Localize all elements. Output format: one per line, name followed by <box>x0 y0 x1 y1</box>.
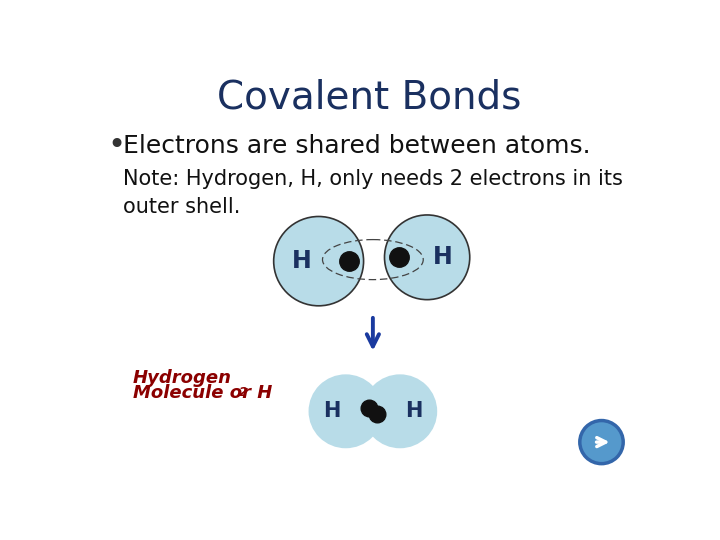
Text: H: H <box>292 249 312 273</box>
Text: Hydrogen: Hydrogen <box>132 369 232 387</box>
Text: Covalent Bonds: Covalent Bonds <box>217 78 521 116</box>
Text: Note: Hydrogen, H, only needs 2 electrons in its
outer shell.: Note: Hydrogen, H, only needs 2 electron… <box>122 168 622 217</box>
Circle shape <box>384 215 469 300</box>
Text: H: H <box>433 245 452 269</box>
Circle shape <box>363 374 437 448</box>
Circle shape <box>580 421 624 464</box>
Text: Electrons are shared between atoms.: Electrons are shared between atoms. <box>122 134 590 158</box>
Text: •: • <box>107 131 125 160</box>
Text: Molecule or H: Molecule or H <box>132 384 272 402</box>
Text: 2: 2 <box>239 386 248 399</box>
Circle shape <box>274 217 364 306</box>
Circle shape <box>309 374 383 448</box>
Text: H: H <box>323 401 341 421</box>
Text: H: H <box>405 401 423 421</box>
